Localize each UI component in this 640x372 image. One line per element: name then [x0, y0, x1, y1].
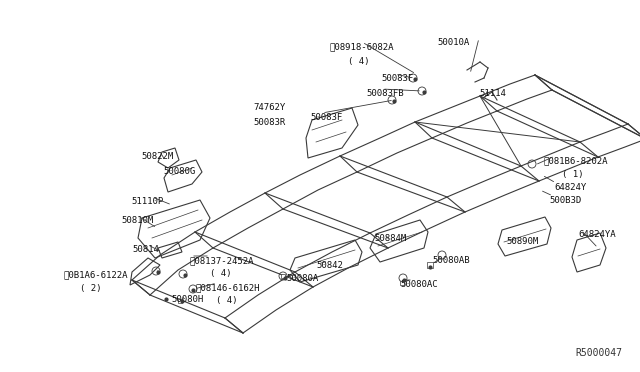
Text: Ⓑ0B1A6-6122A: Ⓑ0B1A6-6122A	[63, 270, 127, 279]
Text: Ⓑ08137-2452A: Ⓑ08137-2452A	[189, 256, 253, 265]
Text: ( 4): ( 4)	[348, 57, 369, 66]
Text: 500B3D: 500B3D	[549, 196, 581, 205]
Text: 50080AB: 50080AB	[432, 256, 470, 265]
Text: 50822M: 50822M	[141, 152, 173, 161]
Text: 50080H: 50080H	[171, 295, 204, 304]
Text: 50010A: 50010A	[437, 38, 469, 47]
Text: ( 1): ( 1)	[562, 170, 584, 179]
Text: 50080G: 50080G	[163, 167, 195, 176]
Text: Ⓑ08146-6162H: Ⓑ08146-6162H	[196, 283, 260, 292]
Text: 50890M: 50890M	[506, 237, 538, 246]
Text: 50080AC: 50080AC	[400, 280, 438, 289]
Text: 50814: 50814	[132, 245, 159, 254]
Text: 50083R: 50083R	[253, 118, 285, 127]
Text: 50884M: 50884M	[374, 234, 406, 243]
Text: 50083F: 50083F	[381, 74, 413, 83]
Text: R5000047: R5000047	[575, 348, 622, 358]
Text: 50810M: 50810M	[121, 216, 153, 225]
Text: 50083FB: 50083FB	[366, 89, 404, 98]
Text: Ⓑ081B6-8202A: Ⓑ081B6-8202A	[543, 156, 607, 165]
Text: ( 4): ( 4)	[216, 296, 237, 305]
Text: ( 2): ( 2)	[80, 284, 102, 293]
Text: 74762Y: 74762Y	[253, 103, 285, 112]
Text: 50080A: 50080A	[286, 274, 318, 283]
Text: ( 4): ( 4)	[210, 269, 232, 278]
Text: 64824Y: 64824Y	[554, 183, 586, 192]
Text: 51114: 51114	[479, 89, 506, 98]
Text: 50842: 50842	[316, 261, 343, 270]
Text: 50083F: 50083F	[310, 113, 342, 122]
Text: 64824YA: 64824YA	[578, 230, 616, 239]
Text: ⓝ08918-6082A: ⓝ08918-6082A	[330, 42, 394, 51]
Text: 51110P: 51110P	[131, 197, 163, 206]
